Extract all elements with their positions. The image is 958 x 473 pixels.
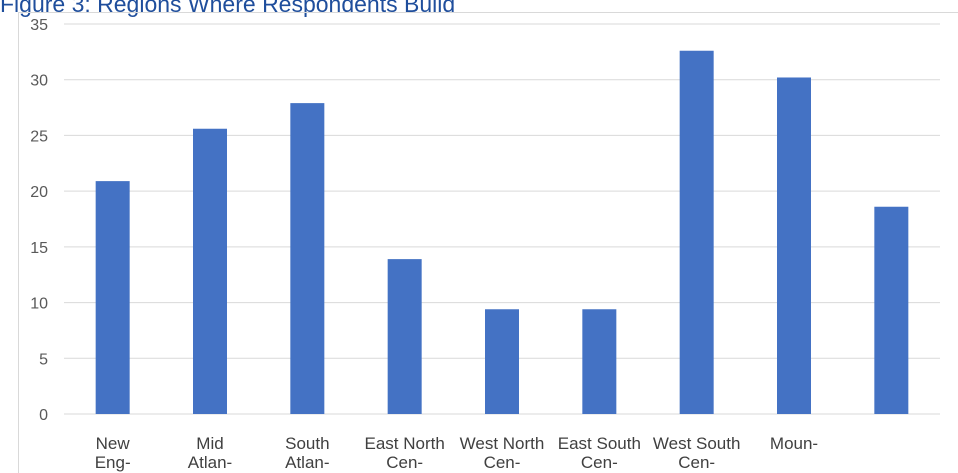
x-tick-label: Moun- (770, 434, 818, 453)
bar (193, 128, 227, 414)
x-tick-label: Eng- (95, 453, 131, 472)
y-tick-label: 25 (30, 128, 48, 145)
bars (95, 50, 909, 414)
x-tick-label: New (96, 434, 131, 453)
bar (679, 50, 714, 414)
x-tick-label: Cen- (386, 453, 423, 472)
bar (290, 103, 325, 414)
bar (387, 259, 422, 414)
y-tick-label: 35 (30, 17, 48, 34)
x-tick-label: East North (365, 434, 445, 453)
x-tick-label: Cen- (581, 453, 618, 472)
bar (777, 77, 811, 414)
bar (874, 206, 909, 414)
x-tick-label: Mid (196, 434, 223, 453)
y-tick-label: 10 (30, 296, 48, 313)
y-axis-ticks: 0 5 10 15 20 25 30 35 (30, 17, 48, 424)
bar (95, 181, 130, 414)
x-tick-label: South (285, 434, 329, 453)
x-tick-label: Atlan- (285, 453, 329, 472)
y-tick-label: 15 (30, 240, 48, 257)
bar (582, 309, 617, 414)
x-tick-label: Atlan- (188, 453, 232, 472)
y-tick-label: 0 (39, 407, 48, 424)
x-tick-label: West North (460, 434, 545, 453)
x-tick-label: West South (653, 434, 741, 453)
bar (485, 309, 519, 414)
chart-frame (18, 12, 958, 473)
x-tick-label: Cen- (484, 453, 521, 472)
x-tick-label: East South (558, 434, 641, 453)
y-tick-label: 30 (30, 73, 48, 90)
y-tick-label: 5 (39, 351, 48, 368)
x-tick-label: Cen- (678, 453, 715, 472)
y-tick-label: 20 (30, 184, 48, 201)
